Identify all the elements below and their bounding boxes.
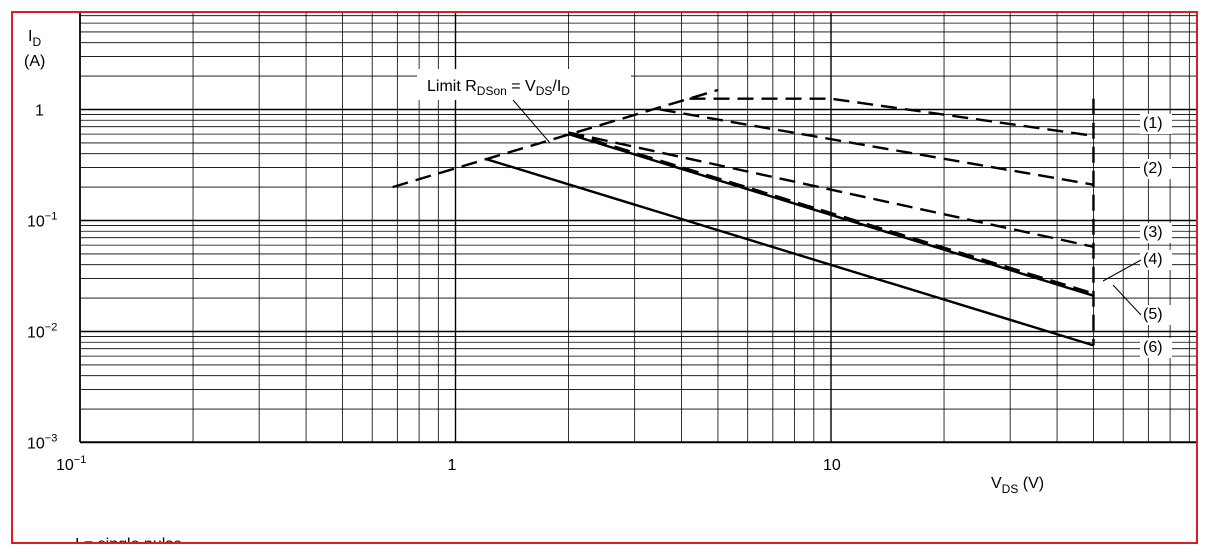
series-label-3: (3) (1143, 224, 1163, 241)
y-tick-label: 10−2 (27, 322, 57, 342)
series-label-2: (2) (1143, 160, 1163, 177)
y-tick-label: 10−1 (27, 211, 57, 231)
footnote-text: I = single pulse (75, 536, 182, 542)
series-line-2 (659, 108, 1094, 186)
series-line-1 (689, 97, 1094, 137)
series-label-bg (1140, 305, 1172, 325)
x-tick-label: 1 (448, 457, 457, 474)
series-label-bg (1140, 223, 1172, 243)
series-label-bg (1140, 250, 1172, 270)
x-tick-label: 10−1 (56, 454, 86, 474)
y-tick-label: 1 (35, 103, 44, 120)
series-label-bg (1140, 114, 1172, 134)
soa-chart: (1) (2) (3) (4) (5) (6) Limit RDSon = VDS/ID 1 1… (24, 13, 1196, 542)
labels-group: (1) (2) (3) (4) (5) (6) Limit RDSon = VDS/ID 1 1… (24, 28, 1172, 542)
series-label-1: (1) (1143, 115, 1163, 132)
annotation-bg (417, 69, 631, 100)
y-axis-unit: (A) (24, 53, 45, 70)
annotation-text: Limit RDSon = VDS/ID (427, 78, 570, 98)
series-label-4: (4) (1143, 251, 1163, 268)
series-label-bg (1140, 159, 1172, 179)
chart-frame: (1) (2) (3) (4) (5) (6) Limit RDSon = VDS/ID 1 1… (11, 11, 1198, 544)
series-line-6 (484, 157, 1094, 347)
grid (79, 13, 1196, 444)
leader-line-5 (1112, 284, 1142, 316)
y-tick-label: 10−3 (27, 433, 57, 453)
rdson-limit-line (392, 88, 719, 189)
series-group (392, 88, 1095, 347)
series-label-bg (1140, 338, 1172, 358)
annotation-leader (512, 99, 551, 144)
x-tick-label: 10 (823, 457, 841, 474)
y-axis-label: ID (28, 28, 41, 49)
series-line-3 (568, 131, 1094, 248)
series-label-6: (6) (1143, 339, 1163, 356)
series-line-4 (568, 131, 1094, 295)
series-line-5 (568, 132, 1094, 297)
leader-line-4 (1102, 259, 1142, 282)
x-axis-label: VDS (V) (991, 475, 1044, 496)
series-label-5: (5) (1143, 306, 1163, 323)
